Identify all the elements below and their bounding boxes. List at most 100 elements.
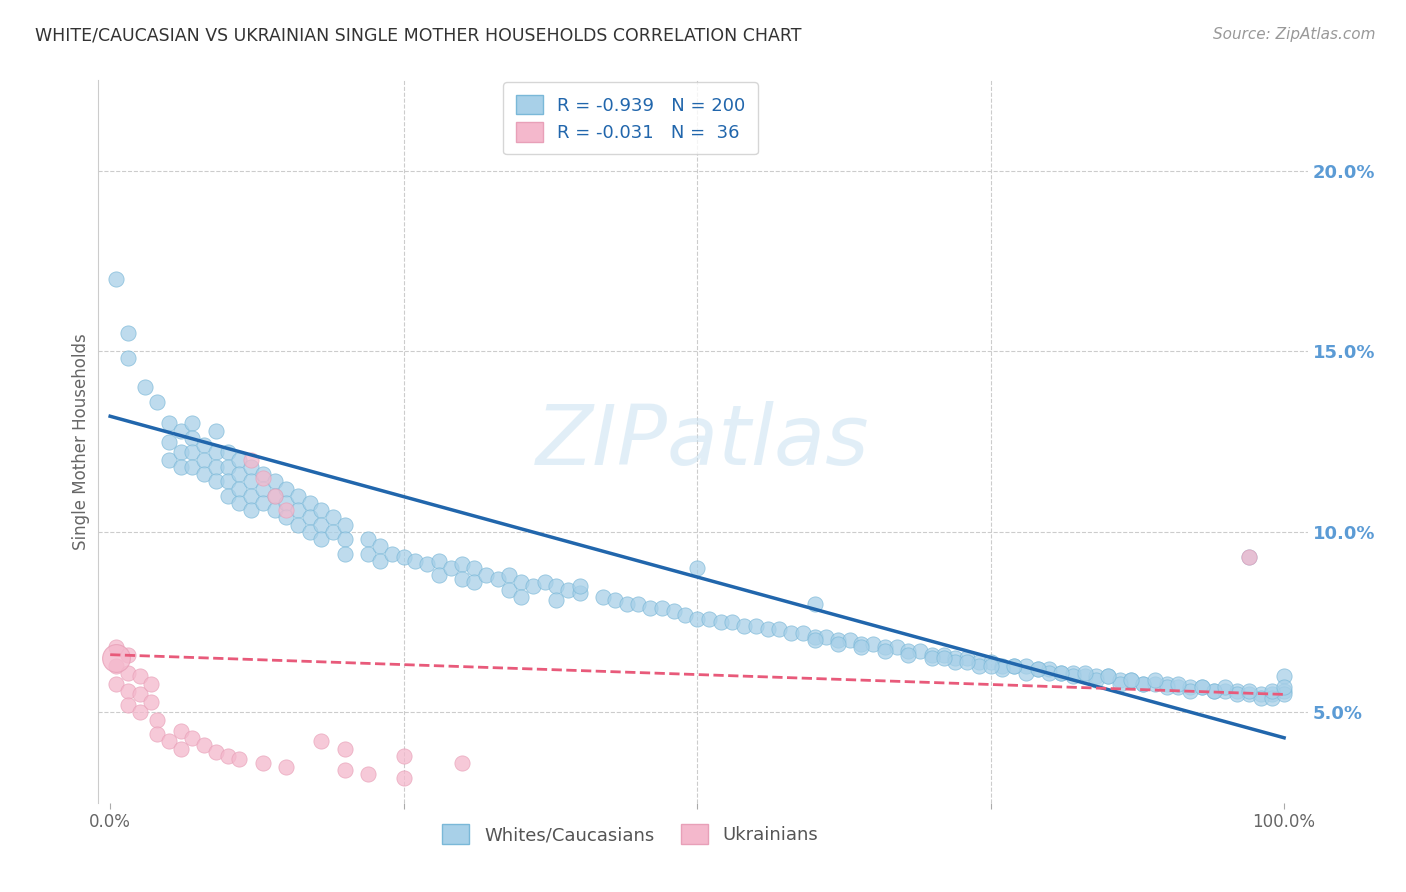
Point: [357, 532, 380, 546]
Point: [1132, 676, 1154, 690]
Point: [745, 619, 768, 633]
Point: [128, 687, 150, 701]
Point: [1261, 691, 1284, 706]
Point: [510, 590, 533, 604]
Point: [322, 510, 344, 524]
Point: [134, 380, 156, 394]
Point: [368, 554, 391, 568]
Point: [886, 640, 908, 655]
Point: [780, 626, 803, 640]
Point: [1202, 683, 1225, 698]
Point: [217, 459, 239, 474]
Point: [263, 475, 285, 489]
Point: [1085, 673, 1108, 687]
Point: [287, 489, 309, 503]
Point: [263, 503, 285, 517]
Point: [1250, 691, 1272, 706]
Point: [1180, 680, 1202, 694]
Point: [1261, 683, 1284, 698]
Point: [697, 611, 720, 625]
Point: [1202, 683, 1225, 698]
Point: [1272, 669, 1295, 683]
Point: [381, 547, 404, 561]
Point: [193, 467, 215, 481]
Point: [980, 655, 1002, 669]
Point: [1026, 662, 1049, 676]
Point: [756, 623, 779, 637]
Point: [157, 734, 180, 748]
Point: [181, 431, 204, 445]
Point: [1215, 680, 1237, 694]
Point: [181, 731, 204, 745]
Point: [333, 741, 356, 756]
Point: [263, 489, 285, 503]
Point: [217, 748, 239, 763]
Point: [557, 582, 579, 597]
Point: [105, 651, 128, 665]
Point: [204, 745, 226, 759]
Point: [873, 644, 896, 658]
Point: [105, 658, 128, 673]
Point: [498, 582, 520, 597]
Point: [1038, 662, 1060, 676]
Point: [181, 459, 204, 474]
Point: [792, 626, 814, 640]
Point: [803, 633, 825, 648]
Point: [1191, 680, 1213, 694]
Point: [1272, 687, 1295, 701]
Point: [1215, 683, 1237, 698]
Point: [298, 496, 321, 510]
Point: [228, 452, 250, 467]
Point: [368, 539, 391, 553]
Point: [1167, 680, 1189, 694]
Point: [803, 597, 825, 611]
Point: [980, 658, 1002, 673]
Point: [768, 623, 790, 637]
Point: [897, 648, 920, 662]
Point: [252, 496, 274, 510]
Point: [463, 561, 485, 575]
Point: [638, 600, 661, 615]
Point: [815, 630, 838, 644]
Point: [568, 586, 591, 600]
Point: [1156, 680, 1178, 694]
Point: [181, 445, 204, 459]
Point: [333, 547, 356, 561]
Point: [157, 417, 180, 431]
Point: [651, 600, 673, 615]
Point: [533, 575, 555, 590]
Point: [851, 637, 873, 651]
Point: [1062, 665, 1084, 680]
Point: [141, 695, 163, 709]
Point: [686, 561, 709, 575]
Point: [827, 637, 849, 651]
Point: [733, 619, 755, 633]
Point: [451, 572, 474, 586]
Point: [1085, 669, 1108, 683]
Point: [1026, 662, 1049, 676]
Point: [240, 459, 263, 474]
Point: [204, 459, 226, 474]
Point: [568, 579, 591, 593]
Point: [263, 489, 285, 503]
Point: [228, 482, 250, 496]
Point: [851, 640, 873, 655]
Point: [827, 633, 849, 648]
Point: [427, 554, 450, 568]
Point: [311, 517, 333, 532]
Point: [546, 593, 568, 607]
Point: [1237, 683, 1260, 698]
Point: [1108, 673, 1130, 687]
Point: [1226, 687, 1249, 701]
Point: [217, 489, 239, 503]
Point: [1237, 550, 1260, 565]
Point: [217, 475, 239, 489]
Point: [240, 475, 263, 489]
Point: [169, 723, 191, 738]
Point: [276, 760, 298, 774]
Point: [463, 575, 485, 590]
Point: [873, 640, 896, 655]
Point: [193, 452, 215, 467]
Point: [1237, 687, 1260, 701]
Point: [1250, 687, 1272, 701]
